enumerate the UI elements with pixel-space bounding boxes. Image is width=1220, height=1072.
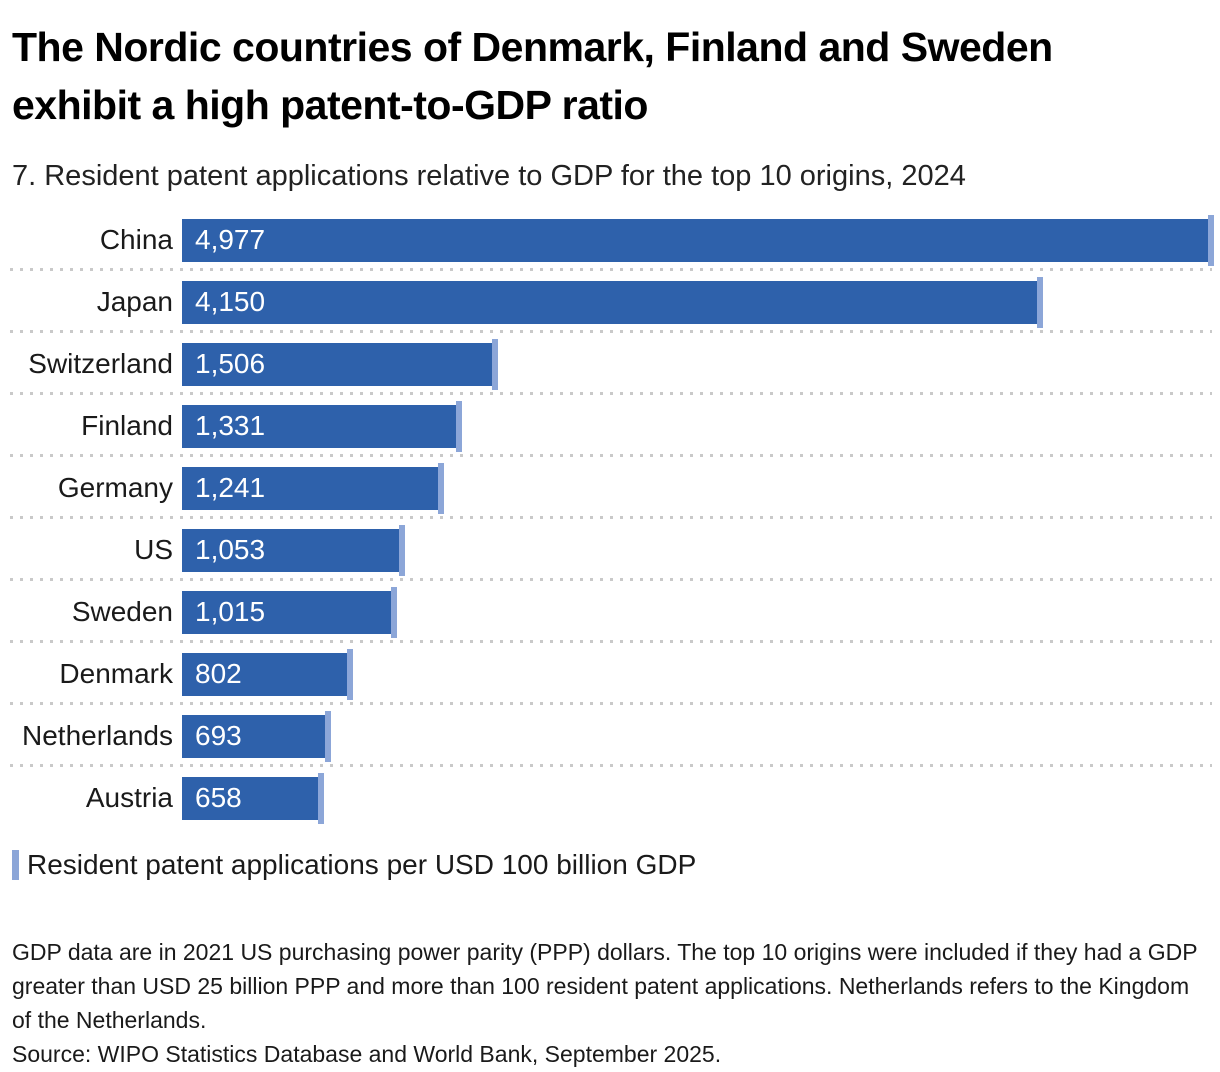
chart-row: Japan 4,150 bbox=[10, 271, 1212, 333]
page-title-line-1: The Nordic countries of Denmark, Finland… bbox=[12, 24, 1053, 70]
bar-end-cap bbox=[1208, 214, 1214, 266]
chart-row: US 1,053 bbox=[10, 519, 1212, 581]
bar-end-cap bbox=[456, 400, 463, 452]
category-label: Japan bbox=[96, 286, 173, 317]
bar-track: 1,506 bbox=[182, 338, 1208, 390]
bar-track: 658 bbox=[182, 772, 1208, 824]
chart-subtitle: 7. Resident patent applications relative… bbox=[12, 160, 966, 192]
bar-value-label: 4,150 bbox=[195, 286, 266, 317]
category-label: Finland bbox=[81, 410, 173, 441]
bar: 1,015 bbox=[182, 586, 398, 638]
chart-row: Finland 1,331 bbox=[10, 395, 1212, 457]
bar-value-label: 4,977 bbox=[195, 224, 266, 255]
bar-value-label: 658 bbox=[195, 782, 242, 813]
chart-row: China 4,977 bbox=[10, 209, 1214, 271]
footnote: GDP data are in 2021 US purchasing power… bbox=[12, 939, 1198, 1033]
footer: GDP data are in 2021 US purchasing power… bbox=[12, 935, 1208, 1071]
bar-track: 4,977 bbox=[182, 214, 1214, 266]
bar-chart: China 4,977 Japan 4,150 Switzerland 1,506 Finl… bbox=[10, 209, 1214, 829]
bar-value-label: 1,331 bbox=[195, 410, 266, 441]
bar: 1,506 bbox=[182, 338, 499, 390]
legend: Resident patent applications per USD 100… bbox=[12, 849, 1208, 881]
bar-end-cap bbox=[391, 586, 398, 638]
bar-track: 1,015 bbox=[182, 586, 1208, 638]
bar-value-label: 1,241 bbox=[195, 472, 266, 503]
legend-label: Resident patent applications per USD 100… bbox=[27, 849, 697, 880]
bar: 693 bbox=[182, 710, 331, 762]
bar-track: 802 bbox=[182, 648, 1208, 700]
bar-value-label: 802 bbox=[195, 658, 242, 689]
bar-end-cap bbox=[437, 462, 444, 514]
chart-row: Germany 1,241 bbox=[10, 457, 1212, 519]
bar-end-cap bbox=[1037, 276, 1044, 328]
bar-track: 1,241 bbox=[182, 462, 1208, 514]
bar-value-label: 1,015 bbox=[195, 596, 266, 627]
category-label: Sweden bbox=[71, 596, 173, 627]
bar-track: 1,053 bbox=[182, 524, 1208, 576]
bar-track: 1,331 bbox=[182, 400, 1208, 452]
bar-end-cap bbox=[317, 772, 324, 824]
bar-end-cap bbox=[492, 338, 499, 390]
bar-end-cap bbox=[399, 524, 406, 576]
bar: 1,241 bbox=[182, 462, 444, 514]
bar: 4,977 bbox=[182, 214, 1214, 266]
bar: 658 bbox=[182, 772, 324, 824]
category-label: Switzerland bbox=[28, 348, 173, 379]
bar-end-cap bbox=[324, 710, 331, 762]
category-label: Austria bbox=[85, 782, 173, 813]
bar-track: 693 bbox=[182, 710, 1208, 762]
category-label: Denmark bbox=[59, 658, 173, 689]
bar: 1,053 bbox=[182, 524, 406, 576]
page-title-line-2: exhibit a high patent-to-GDP ratio bbox=[12, 82, 648, 128]
bar-value-label: 1,506 bbox=[195, 348, 266, 379]
bar-end-cap bbox=[347, 648, 354, 700]
chart-row: Austria 658 bbox=[12, 767, 1208, 829]
category-label: Germany bbox=[57, 472, 173, 503]
bar-value-label: 1,053 bbox=[195, 534, 266, 565]
bar: 802 bbox=[182, 648, 354, 700]
category-label: US bbox=[134, 534, 173, 565]
bar: 4,150 bbox=[182, 276, 1044, 328]
chart-row: Switzerland 1,506 bbox=[10, 333, 1212, 395]
category-label: China bbox=[99, 224, 173, 255]
source-note: Source: WIPO Statistics Database and Wor… bbox=[12, 1041, 722, 1067]
bar-track: 4,150 bbox=[182, 276, 1208, 328]
bar: 1,331 bbox=[182, 400, 463, 452]
legend-marker bbox=[12, 850, 19, 880]
chart-row: Denmark 802 bbox=[10, 643, 1212, 705]
category-label: Netherlands bbox=[22, 720, 173, 751]
chart-row: Netherlands 693 bbox=[10, 705, 1212, 767]
bar-value-label: 693 bbox=[195, 720, 242, 751]
page-title: The Nordic countries of Denmark, Finland… bbox=[12, 18, 1208, 134]
chart-row: Sweden 1,015 bbox=[10, 581, 1212, 643]
